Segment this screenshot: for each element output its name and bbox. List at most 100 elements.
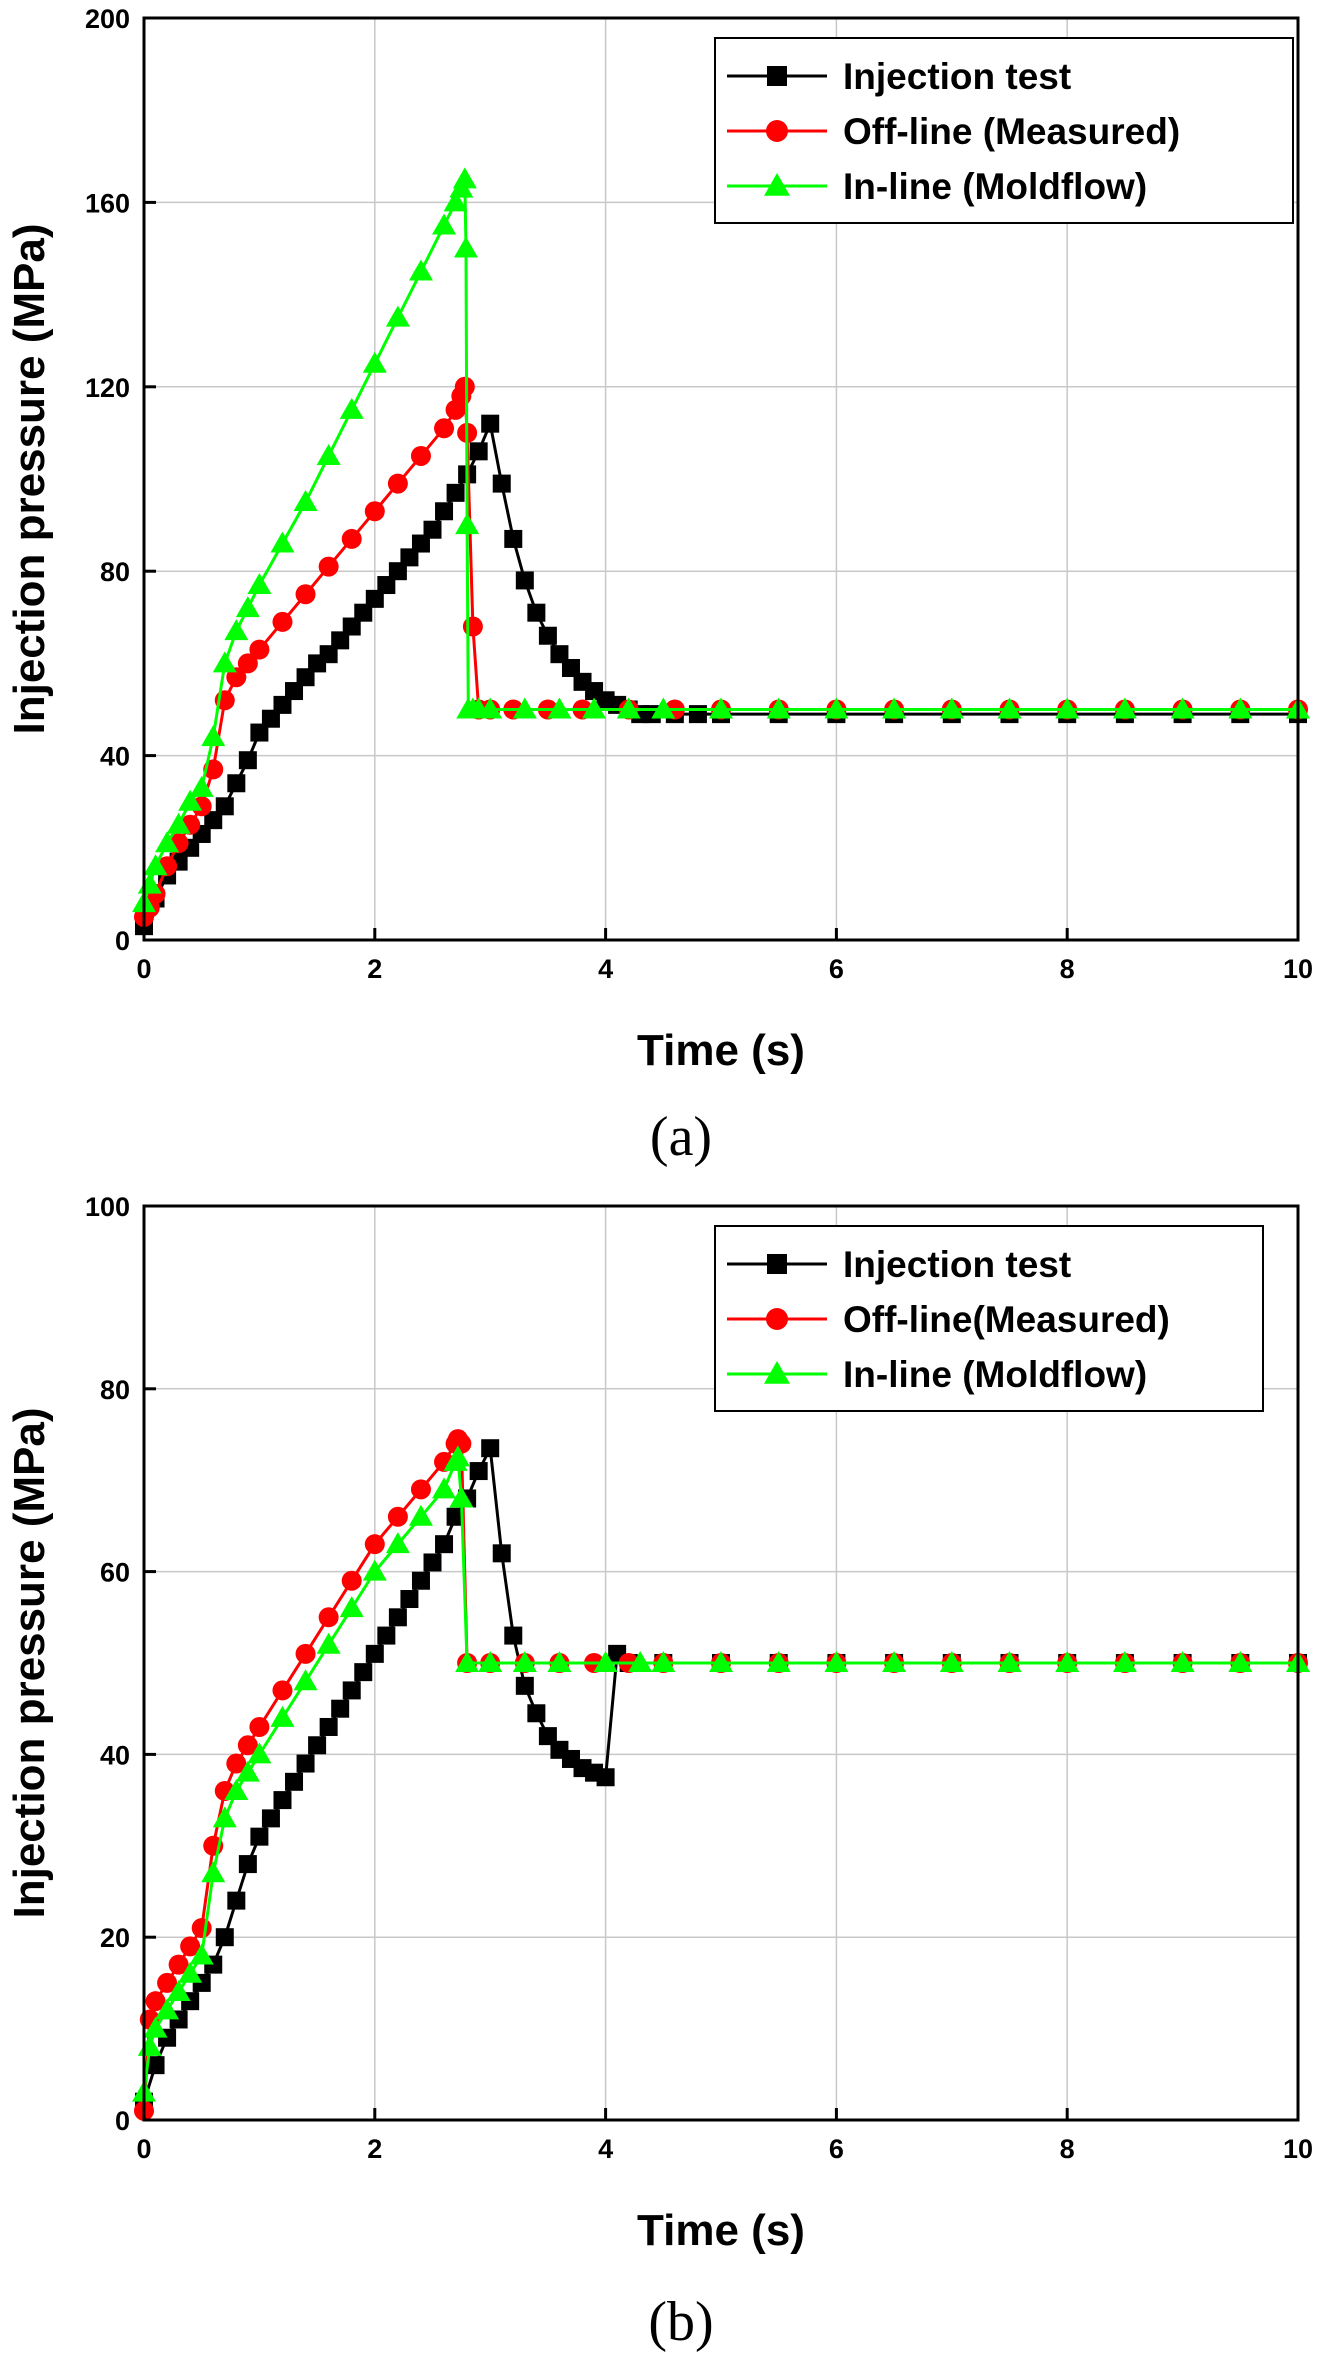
data-point-square [365, 589, 384, 608]
data-point-triangle [478, 697, 503, 719]
data-point-triangle [478, 1651, 503, 1672]
data-point-triangle [155, 1998, 180, 2020]
data-point-triangle [235, 1760, 260, 1782]
data-point-square [423, 1553, 442, 1572]
legend-label: In-line (Moldflow) [843, 1354, 1147, 1395]
data-point-triangle [362, 1559, 387, 1581]
data-point-triangle [385, 1532, 410, 1554]
data-point-triangle [270, 1705, 295, 1727]
x-tick-label: 8 [1060, 954, 1075, 984]
data-point-triangle [178, 789, 203, 811]
chart-panel-a: 0 2 4 6 8 10 0 40 80 120 160 200 Time (s) Injection p… [5, 4, 1313, 1168]
legend: Injection test Off-line (Measured) In-line… [714, 37, 1294, 224]
data-point-triangle [651, 1651, 676, 1672]
data-point-triangle [339, 397, 364, 419]
data-point-triangle [189, 775, 214, 797]
data-point-triangle [1228, 697, 1253, 719]
data-point-square [285, 1772, 304, 1791]
data-point-triangle [455, 513, 480, 535]
data-point-circle [249, 639, 270, 660]
data-point-square [538, 1727, 557, 1746]
data-point-square [388, 1608, 407, 1627]
data-point-triangle [824, 1651, 849, 1672]
data-point-triangle [212, 651, 237, 673]
series-triangle [132, 167, 1310, 913]
data-point-square [435, 1535, 454, 1554]
data-point-triangle [293, 1669, 318, 1691]
data-point-triangle [178, 1961, 203, 1983]
data-point-triangle [445, 1445, 470, 1467]
y-axis-title: Injection pressure (MPa) [5, 1407, 54, 1918]
data-point-triangle [766, 697, 791, 719]
data-point-triangle [1055, 1651, 1080, 1672]
y-tick-label: 60 [100, 1558, 130, 1588]
data-point-square [527, 603, 546, 622]
data-point-triangle [166, 1980, 191, 2002]
data-point-circle [318, 1607, 339, 1628]
data-point-square [400, 548, 419, 567]
data-point-triangle [453, 236, 478, 258]
data-point-square [515, 1676, 534, 1695]
data-point-triangle [201, 1861, 226, 1883]
data-point-square [365, 1644, 384, 1663]
data-point-triangle [385, 305, 410, 327]
data-point-triangle [997, 697, 1022, 719]
data-point-circle [341, 1570, 362, 1591]
data-point-triangle [1170, 1651, 1195, 1672]
plot-frame [142, 1204, 1300, 2122]
x-tick-label: 4 [598, 2134, 613, 2164]
data-point-triangle [628, 1651, 653, 1672]
legend-marker-triangle [764, 173, 790, 196]
data-point-square [250, 723, 269, 742]
data-point-triangle [1055, 697, 1080, 719]
data-point-circle [318, 556, 339, 577]
y-axis-title: Injection pressure (MPa) [5, 223, 54, 734]
x-axis-title: Time (s) [637, 2206, 805, 2255]
y-tick-label: 100 [85, 1192, 130, 1222]
y-tick-label: 80 [100, 557, 130, 587]
data-point-square [504, 529, 523, 548]
data-point-triangle [616, 697, 641, 719]
y-tick-label: 40 [100, 1740, 130, 1770]
data-point-triangle [939, 1651, 964, 1672]
data-point-square [481, 414, 500, 433]
data-point-circle [341, 528, 362, 549]
y-tick-label: 0 [115, 2106, 130, 2136]
data-point-square [538, 626, 557, 645]
data-point-triangle [824, 697, 849, 719]
x-axis-title: Time (s) [637, 1026, 805, 1075]
data-point-square [515, 571, 534, 590]
data-point-square [469, 442, 488, 461]
data-point-square [446, 1507, 465, 1526]
data-point-square [227, 774, 246, 793]
data-point-square [146, 2056, 165, 2075]
data-point-square [261, 709, 280, 728]
plot-frame [142, 16, 1300, 942]
data-point-triangle [882, 697, 907, 719]
data-point-circle [168, 1954, 189, 1975]
data-point-triangle [1228, 1651, 1253, 1672]
data-point-circle [157, 1972, 178, 1993]
data-point-triangle [155, 831, 180, 853]
data-point-triangle [143, 854, 168, 876]
data-point-circle [237, 1735, 258, 1756]
x-tick-label: 2 [367, 954, 382, 984]
data-point-triangle [143, 2016, 168, 2038]
y-tick-label: 120 [85, 373, 130, 403]
data-point-square [331, 631, 350, 650]
data-point-triangle [547, 697, 572, 719]
data-point-circle [434, 418, 455, 439]
x-tick-label: 6 [829, 2134, 844, 2164]
y-tick-label: 20 [100, 1923, 130, 1953]
data-point-square [423, 520, 442, 539]
data-point-circle [295, 1643, 316, 1664]
data-point-square [273, 695, 292, 714]
data-point-square [527, 1704, 546, 1723]
legend-label: In-line (Moldflow) [843, 166, 1147, 207]
data-point-square [411, 1571, 430, 1590]
data-point-square [435, 502, 454, 521]
data-point-square [688, 705, 707, 724]
data-point-triangle [224, 619, 249, 641]
data-point-square [285, 682, 304, 701]
